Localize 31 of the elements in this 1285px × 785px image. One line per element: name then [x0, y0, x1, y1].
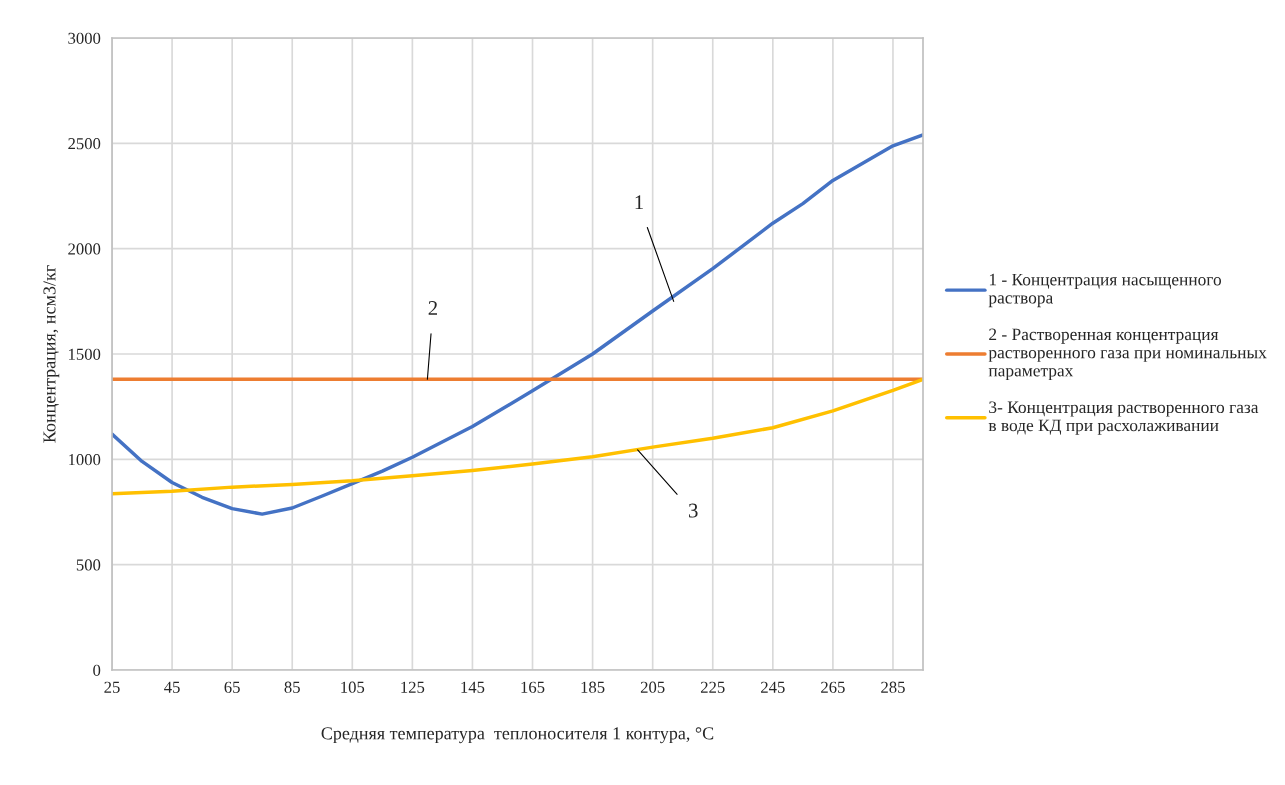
x-tick-label: 145	[461, 681, 485, 693]
x-tick-label: 45	[164, 681, 180, 693]
line-series	[112, 377, 923, 496]
annotation: 3	[688, 503, 698, 518]
y-axis-title: Концентрация, нсм3/кг	[43, 265, 60, 443]
x-tick-label: 25	[104, 681, 120, 693]
annotation: 2	[428, 301, 437, 315]
y-tick-label: 2000	[68, 243, 101, 255]
x-tick-label: 125	[401, 681, 425, 693]
y-tick-label: 3000	[68, 32, 101, 44]
x-tick-label: 205	[640, 681, 665, 693]
x-tick-label: 285	[881, 681, 905, 693]
y-tick-label: 1000	[69, 454, 101, 466]
x-tick-label: 85	[284, 681, 300, 693]
legend-label: 2 - Растворенная концентрация растворенного газа при номинальных параметрах	[988, 328, 1267, 381]
y-tick-label: 2500	[68, 138, 101, 150]
y-tick-label: 0	[93, 664, 101, 676]
legend-label: 1 - Концентрация насыщенного раствора	[988, 273, 1222, 308]
x-tick-label: 245	[761, 681, 785, 693]
line-series	[112, 133, 923, 516]
annotation: 1	[635, 195, 643, 210]
x-tick-label: 185	[581, 681, 605, 693]
x-tick-label: 265	[821, 681, 845, 693]
x-tick-label: 165	[521, 681, 545, 693]
x-tick-label: 105	[341, 681, 365, 693]
x-axis-title: Средняя температура теплоносителя 1 контура, °C	[321, 727, 714, 744]
x-tick-label: 225	[700, 681, 725, 693]
y-tick-label: 500	[76, 559, 101, 571]
x-tick-label: 65	[224, 681, 240, 693]
legend-label: 3- Концентрация растворенного газа в воде КД при расхолаживании	[988, 401, 1259, 435]
y-tick-label: 1500	[69, 348, 101, 360]
